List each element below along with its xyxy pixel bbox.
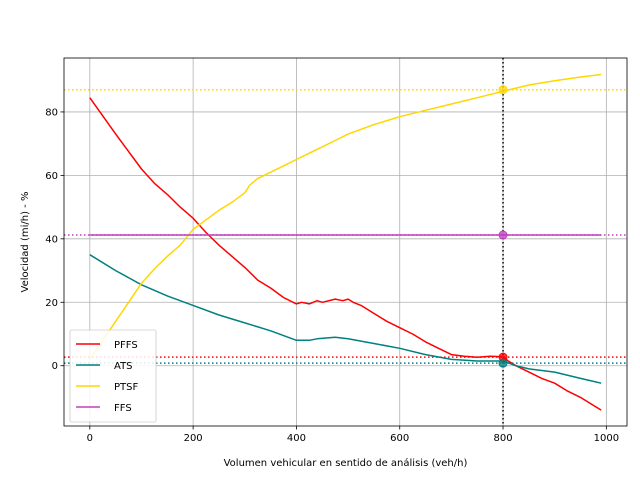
y-tick-label: 60 [45, 171, 58, 182]
x-tick-label: 0 [87, 433, 93, 444]
legend-label: PFFS [114, 340, 138, 351]
legend-label: FFS [114, 403, 132, 414]
x-tick-label: 1000 [594, 433, 619, 444]
y-axis-ticks: 0 20 40 60 80 [45, 107, 64, 372]
y-tick-label: 20 [45, 298, 58, 309]
series-line-ats [89, 254, 602, 384]
legend-box [69, 329, 157, 423]
legend: PFFS ATS PTSF FFS [69, 329, 157, 423]
series-line-ptsf [89, 73, 602, 360]
x-axis-label: Volumen vehicular en sentido de análisis… [224, 457, 468, 469]
x-axis-ticks: 0 200 400 600 800 1000 [87, 426, 619, 444]
x-tick-label: 400 [287, 433, 306, 444]
series-lines [89, 73, 602, 411]
legend-label: ATS [114, 361, 133, 372]
y-axis-label: Velocidad (mi/h) - % [20, 192, 31, 293]
y-tick-label: 0 [52, 361, 58, 372]
intersection-marker [498, 85, 508, 95]
intersection-marker [498, 230, 508, 240]
x-tick-label: 800 [493, 433, 512, 444]
intersection-marker [498, 358, 508, 368]
x-tick-label: 600 [390, 433, 409, 444]
intersection-markers [498, 85, 508, 368]
legend-label: PTSF [114, 382, 138, 393]
plot-area-background [64, 58, 627, 426]
y-tick-label: 80 [45, 107, 58, 118]
plot-frame [63, 57, 628, 427]
x-tick-label: 200 [184, 433, 203, 444]
y-tick-label: 40 [45, 234, 58, 245]
